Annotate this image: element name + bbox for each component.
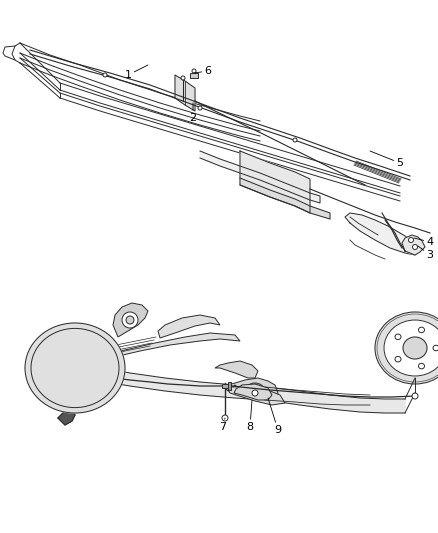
Text: 5: 5: [370, 151, 403, 168]
Polygon shape: [90, 373, 107, 390]
Circle shape: [198, 106, 202, 110]
Polygon shape: [228, 386, 285, 405]
Polygon shape: [234, 384, 272, 400]
Polygon shape: [345, 213, 420, 255]
Ellipse shape: [395, 357, 401, 362]
Polygon shape: [113, 303, 148, 337]
Polygon shape: [402, 235, 425, 255]
Circle shape: [192, 69, 196, 73]
FancyBboxPatch shape: [222, 384, 228, 388]
Text: 8: 8: [247, 400, 254, 432]
Ellipse shape: [25, 323, 125, 413]
Circle shape: [181, 76, 185, 80]
Polygon shape: [158, 315, 220, 338]
Ellipse shape: [246, 383, 264, 397]
Circle shape: [126, 316, 134, 324]
FancyBboxPatch shape: [228, 382, 231, 390]
Ellipse shape: [433, 345, 438, 351]
Circle shape: [252, 390, 258, 396]
Circle shape: [92, 375, 95, 379]
Polygon shape: [58, 409, 75, 425]
Circle shape: [100, 373, 105, 376]
Circle shape: [122, 312, 138, 328]
Polygon shape: [175, 75, 195, 111]
Text: 1: 1: [124, 65, 148, 80]
Polygon shape: [100, 368, 265, 400]
Polygon shape: [265, 387, 405, 413]
Ellipse shape: [418, 364, 424, 369]
Polygon shape: [200, 151, 320, 203]
Text: 2: 2: [190, 103, 197, 123]
Ellipse shape: [418, 327, 424, 333]
Polygon shape: [240, 151, 310, 213]
Text: 9: 9: [268, 398, 282, 435]
Ellipse shape: [61, 356, 89, 381]
Polygon shape: [225, 378, 278, 403]
Polygon shape: [88, 333, 240, 363]
Ellipse shape: [403, 337, 427, 359]
Circle shape: [413, 245, 417, 249]
Circle shape: [412, 393, 418, 399]
Circle shape: [106, 379, 110, 383]
Text: 4: 4: [414, 237, 434, 247]
Circle shape: [409, 238, 413, 243]
Polygon shape: [215, 361, 258, 378]
Circle shape: [222, 415, 228, 421]
Circle shape: [100, 386, 105, 390]
Ellipse shape: [395, 334, 401, 340]
Circle shape: [92, 383, 95, 387]
Ellipse shape: [37, 334, 113, 402]
Ellipse shape: [384, 320, 438, 376]
FancyBboxPatch shape: [190, 73, 198, 78]
Polygon shape: [240, 178, 330, 219]
Circle shape: [293, 138, 297, 142]
Text: 6: 6: [194, 66, 212, 76]
Text: 3: 3: [418, 246, 434, 260]
Ellipse shape: [375, 312, 438, 384]
Text: 7: 7: [219, 418, 226, 432]
Circle shape: [103, 73, 107, 77]
